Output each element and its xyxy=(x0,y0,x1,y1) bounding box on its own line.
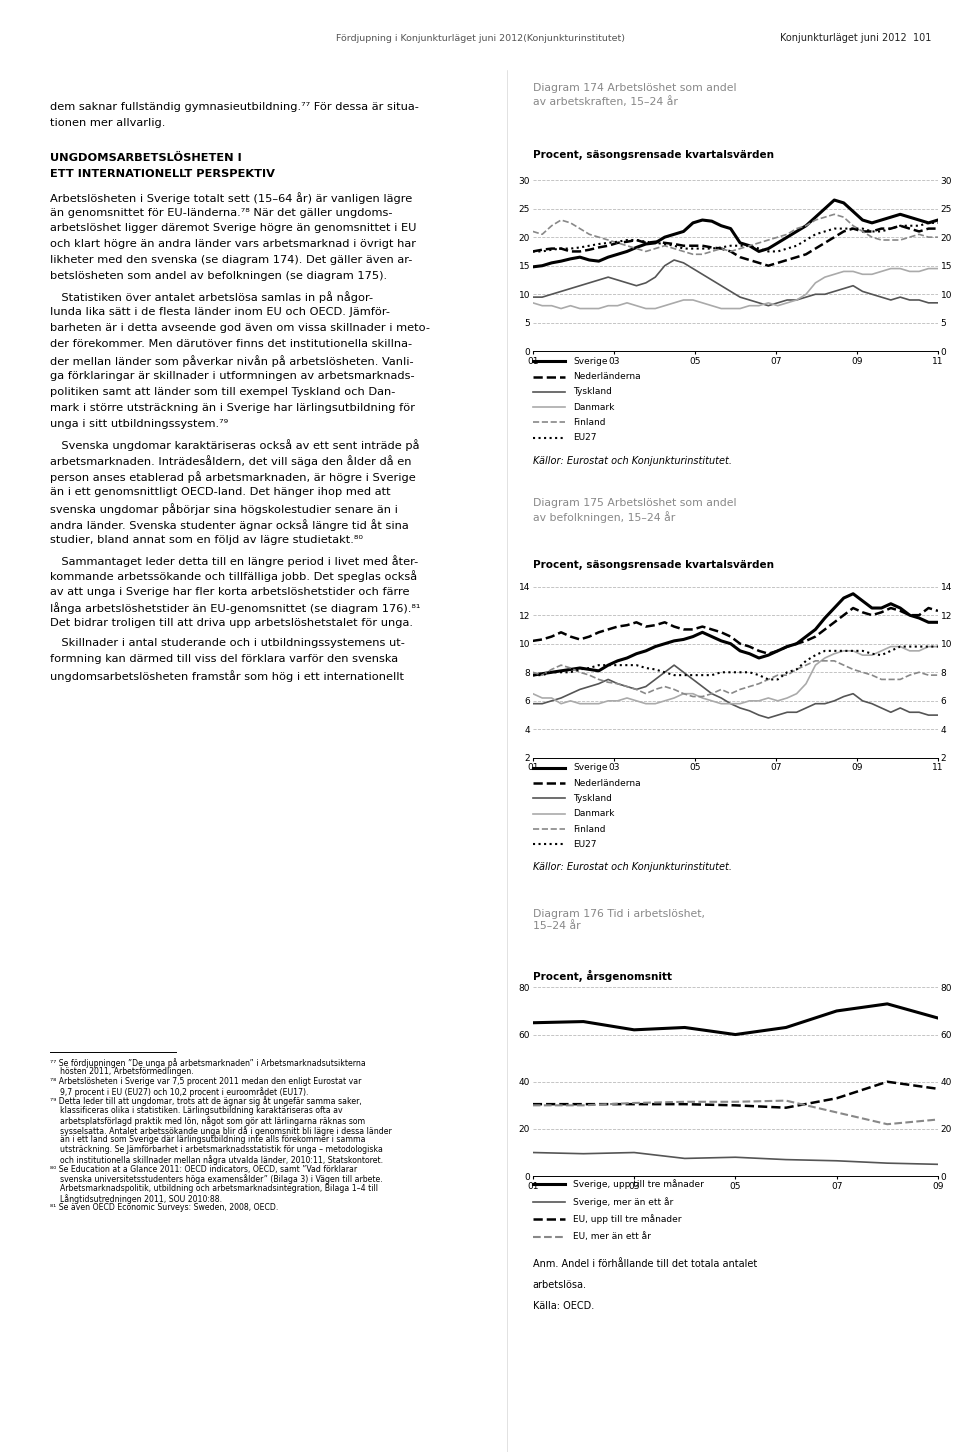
Text: Danmark: Danmark xyxy=(573,809,614,819)
Text: tionen mer allvarlig.: tionen mer allvarlig. xyxy=(50,118,165,128)
Text: hösten 2011, Arbetsförmedlingen.: hösten 2011, Arbetsförmedlingen. xyxy=(50,1067,194,1076)
Text: EU27: EU27 xyxy=(573,839,597,849)
Text: Källa: OECD.: Källa: OECD. xyxy=(533,1301,594,1311)
Text: formning kan därmed till viss del förklara varför den svenska: formning kan därmed till viss del förkla… xyxy=(50,655,398,665)
Text: ga förklaringar är skillnader i utformningen av arbetsmarknads-: ga förklaringar är skillnader i utformni… xyxy=(50,372,415,380)
Text: Konjunkturläget juni 2012  101: Konjunkturläget juni 2012 101 xyxy=(780,33,931,44)
Text: Källor: Eurostat och Konjunkturinstitutet.: Källor: Eurostat och Konjunkturinstitute… xyxy=(533,862,732,873)
Text: svenska ungdomar påbörjar sina högskolestudier senare än i: svenska ungdomar påbörjar sina högskoles… xyxy=(50,502,397,514)
Text: politiken samt att länder som till exempel Tyskland och Dan-: politiken samt att länder som till exemp… xyxy=(50,388,396,396)
Text: arbetsmarknaden. Inträdesåldern, det vill säga den ålder då en: arbetsmarknaden. Inträdesåldern, det vil… xyxy=(50,454,412,466)
Text: av att unga i Sverige har fler korta arbetslöshetstider och färre: av att unga i Sverige har fler korta arb… xyxy=(50,587,409,597)
Text: unga i sitt utbildningssystem.⁷⁹: unga i sitt utbildningssystem.⁷⁹ xyxy=(50,418,228,428)
Text: Arbetslösheten i Sverige totalt sett (15–64 år) är vanligen lägre: Arbetslösheten i Sverige totalt sett (15… xyxy=(50,192,412,203)
Text: UNGDOMSARBETSLÖSHETEN I: UNGDOMSARBETSLÖSHETEN I xyxy=(50,154,242,164)
Text: kommande arbetssökande och tillfälliga jobb. Det speglas också: kommande arbetssökande och tillfälliga j… xyxy=(50,571,417,582)
Text: Källor: Eurostat och Konjunkturinstitutet.: Källor: Eurostat och Konjunkturinstitute… xyxy=(533,456,732,466)
Text: der förekommer. Men därutöver finns det institutionella skillna-: der förekommer. Men därutöver finns det … xyxy=(50,340,412,348)
Text: Det bidrar troligen till att driva upp arbetslöshetstalet för unga.: Det bidrar troligen till att driva upp a… xyxy=(50,619,413,629)
Text: Diagram 176 Tid i arbetslöshet,
15–24 år: Diagram 176 Tid i arbetslöshet, 15–24 år xyxy=(533,909,705,932)
Text: person anses etablerad på arbetsmarknaden, är högre i Sverige: person anses etablerad på arbetsmarknade… xyxy=(50,470,416,482)
Text: andra länder. Svenska studenter ägnar också längre tid åt sina: andra länder. Svenska studenter ägnar oc… xyxy=(50,518,409,530)
Text: ⁷⁷ Se fördjupningen ”De unga på arbetsmarknaden” i Arbetsmarknadsutsikterna: ⁷⁷ Se fördjupningen ”De unga på arbetsma… xyxy=(50,1057,366,1067)
Text: mark i större utsträckning än i Sverige har lärlingsutbildning för: mark i större utsträckning än i Sverige … xyxy=(50,402,415,412)
Text: Nederländerna: Nederländerna xyxy=(573,778,641,787)
Text: Procent, säsongsrensade kvartalsvärden: Procent, säsongsrensade kvartalsvärden xyxy=(533,151,774,160)
Text: ETT INTERNATIONELLT PERSPEKTIV: ETT INTERNATIONELLT PERSPEKTIV xyxy=(50,170,275,179)
Text: ⁸¹ Se även OECD Economic Surveys: Sweden, 2008, OECD.: ⁸¹ Se även OECD Economic Surveys: Sweden… xyxy=(50,1204,278,1212)
Text: likheter med den svenska (se diagram 174). Det gäller även ar-: likheter med den svenska (se diagram 174… xyxy=(50,256,412,266)
Text: Sverige: Sverige xyxy=(573,764,608,772)
Text: Finland: Finland xyxy=(573,418,606,427)
Text: Sammantaget leder detta till en längre period i livet med åter-: Sammantaget leder detta till en längre p… xyxy=(50,555,419,566)
Text: Tyskland: Tyskland xyxy=(573,794,612,803)
Text: arbetsplatsförlagd praktik med lön, något som gör att lärlingarna räknas som: arbetsplatsförlagd praktik med lön, någo… xyxy=(50,1117,365,1125)
Text: långa arbetslöshetstider än EU-genomsnittet (se diagram 176).⁸¹: långa arbetslöshetstider än EU-genomsnit… xyxy=(50,603,420,614)
Text: sysselsatta. Antalet arbetssökande unga blir då i genomsnitt bli lägre i dessa l: sysselsatta. Antalet arbetssökande unga … xyxy=(50,1125,392,1135)
Text: Anm. Andel i förhållande till det totala antalet: Anm. Andel i förhållande till det totala… xyxy=(533,1259,757,1269)
Text: utsträckning. Se Jämförbarhet i arbetsmarknadsstatistik för unga – metodologiska: utsträckning. Se Jämförbarhet i arbetsma… xyxy=(50,1146,383,1154)
Text: der mellan länder som påverkar nivån på arbetslösheten. Vanli-: der mellan länder som påverkar nivån på … xyxy=(50,356,414,367)
Text: dem saknar fullständig gymnasieutbildning.⁷⁷ För dessa är situa-: dem saknar fullständig gymnasieutbildnin… xyxy=(50,102,419,112)
Text: och institutionella skillnader mellan några utvalda länder, 2010:11, Statskontor: och institutionella skillnader mellan nå… xyxy=(50,1154,383,1165)
Text: än i ett genomsnittligt OECD-land. Det hänger ihop med att: än i ett genomsnittligt OECD-land. Det h… xyxy=(50,486,391,497)
Text: betslösheten som andel av befolkningen (se diagram 175).: betslösheten som andel av befolkningen (… xyxy=(50,272,387,282)
Text: studier, bland annat som en följd av lägre studietakt.⁸⁰: studier, bland annat som en följd av läg… xyxy=(50,534,363,544)
Text: barheten är i detta avseende god även om vissa skillnader i meto-: barheten är i detta avseende god även om… xyxy=(50,324,430,334)
Text: Nederländerna: Nederländerna xyxy=(573,372,641,380)
Text: lunda lika sätt i de flesta länder inom EU och OECD. Jämför-: lunda lika sätt i de flesta länder inom … xyxy=(50,308,390,318)
Text: Långtidsutredningen 2011, SOU 2010:88.: Långtidsutredningen 2011, SOU 2010:88. xyxy=(50,1194,222,1204)
Text: arbetslöshet ligger däremot Sverige högre än genomsnittet i EU: arbetslöshet ligger däremot Sverige högr… xyxy=(50,224,417,234)
Text: Diagram 175 Arbetslöshet som andel
av befolkningen, 15–24 år: Diagram 175 Arbetslöshet som andel av be… xyxy=(533,498,736,523)
Text: än i ett land som Sverige där lärlingsutbildning inte alls förekommer i samma: än i ett land som Sverige där lärlingsut… xyxy=(50,1135,366,1144)
Text: arbetslösa.: arbetslösa. xyxy=(533,1281,587,1291)
Text: och klart högre än andra länder vars arbetsmarknad i övrigt har: och klart högre än andra länder vars arb… xyxy=(50,240,416,250)
Text: svenska universitetsstudenters höga examensålder” (Bilaga 3) i Vägen till arbete: svenska universitetsstudenters höga exam… xyxy=(50,1175,383,1185)
Text: Arbetsmarknadspolitik, utbildning och arbetsmarknadsintegration, Bilaga 1–4 till: Arbetsmarknadspolitik, utbildning och ar… xyxy=(50,1183,378,1194)
Text: EU, mer än ett år: EU, mer än ett år xyxy=(573,1233,651,1241)
Text: EU, upp till tre månader: EU, upp till tre månader xyxy=(573,1214,682,1224)
Text: Danmark: Danmark xyxy=(573,402,614,412)
Text: Tyskland: Tyskland xyxy=(573,388,612,396)
Text: ⁷⁸ Arbetslösheten i Sverige var 7,5 procent 2011 medan den enligt Eurostat var: ⁷⁸ Arbetslösheten i Sverige var 7,5 proc… xyxy=(50,1077,361,1086)
Text: Diagram 174 Arbetslöshet som andel
av arbetskraften, 15–24 år: Diagram 174 Arbetslöshet som andel av ar… xyxy=(533,83,736,107)
Text: ⁸⁰ Se Education at a Glance 2011: OECD indicators, OECD, samt ”Vad förklarar: ⁸⁰ Se Education at a Glance 2011: OECD i… xyxy=(50,1165,357,1173)
Text: Skillnader i antal studerande och i utbildningssystemens ut-: Skillnader i antal studerande och i utbi… xyxy=(50,639,405,649)
Text: 9,7 procent i EU (EU27) och 10,2 procent i euroområdet (EU17).: 9,7 procent i EU (EU27) och 10,2 procent… xyxy=(50,1086,308,1096)
Text: Sverige, upp till tre månader: Sverige, upp till tre månader xyxy=(573,1179,705,1189)
Text: klassificeras olika i statistiken. Lärlingsutbildning karaktäriseras ofta av: klassificeras olika i statistiken. Lärli… xyxy=(50,1106,343,1115)
Text: än genomsnittet för EU-länderna.⁷⁸ När det gäller ungdoms-: än genomsnittet för EU-länderna.⁷⁸ När d… xyxy=(50,208,393,218)
Text: ungdomsarbetslösheten framstår som hög i ett internationellt: ungdomsarbetslösheten framstår som hög i… xyxy=(50,671,404,682)
Text: Procent, säsongsrensade kvartalsvärden: Procent, säsongsrensade kvartalsvärden xyxy=(533,559,774,569)
Text: Procent, årsgenomsnitt: Procent, årsgenomsnitt xyxy=(533,970,672,982)
Text: Fördjupning i Konjunkturläget juni 2012(Konjunkturinstitutet): Fördjupning i Konjunkturläget juni 2012(… xyxy=(335,33,625,42)
Text: Svenska ungdomar karaktäriseras också av ett sent inträde på: Svenska ungdomar karaktäriseras också av… xyxy=(50,439,420,450)
Text: Sverige, mer än ett år: Sverige, mer än ett år xyxy=(573,1196,674,1207)
Text: Statistiken över antalet arbetslösa samlas in på någor-: Statistiken över antalet arbetslösa saml… xyxy=(50,292,373,303)
Text: EU27: EU27 xyxy=(573,433,597,443)
Text: Finland: Finland xyxy=(573,825,606,833)
Text: Sverige: Sverige xyxy=(573,357,608,366)
Text: ⁷⁹ Detta leder till att ungdomar, trots att de ägnar sig åt ungefär samma saker,: ⁷⁹ Detta leder till att ungdomar, trots … xyxy=(50,1096,362,1106)
